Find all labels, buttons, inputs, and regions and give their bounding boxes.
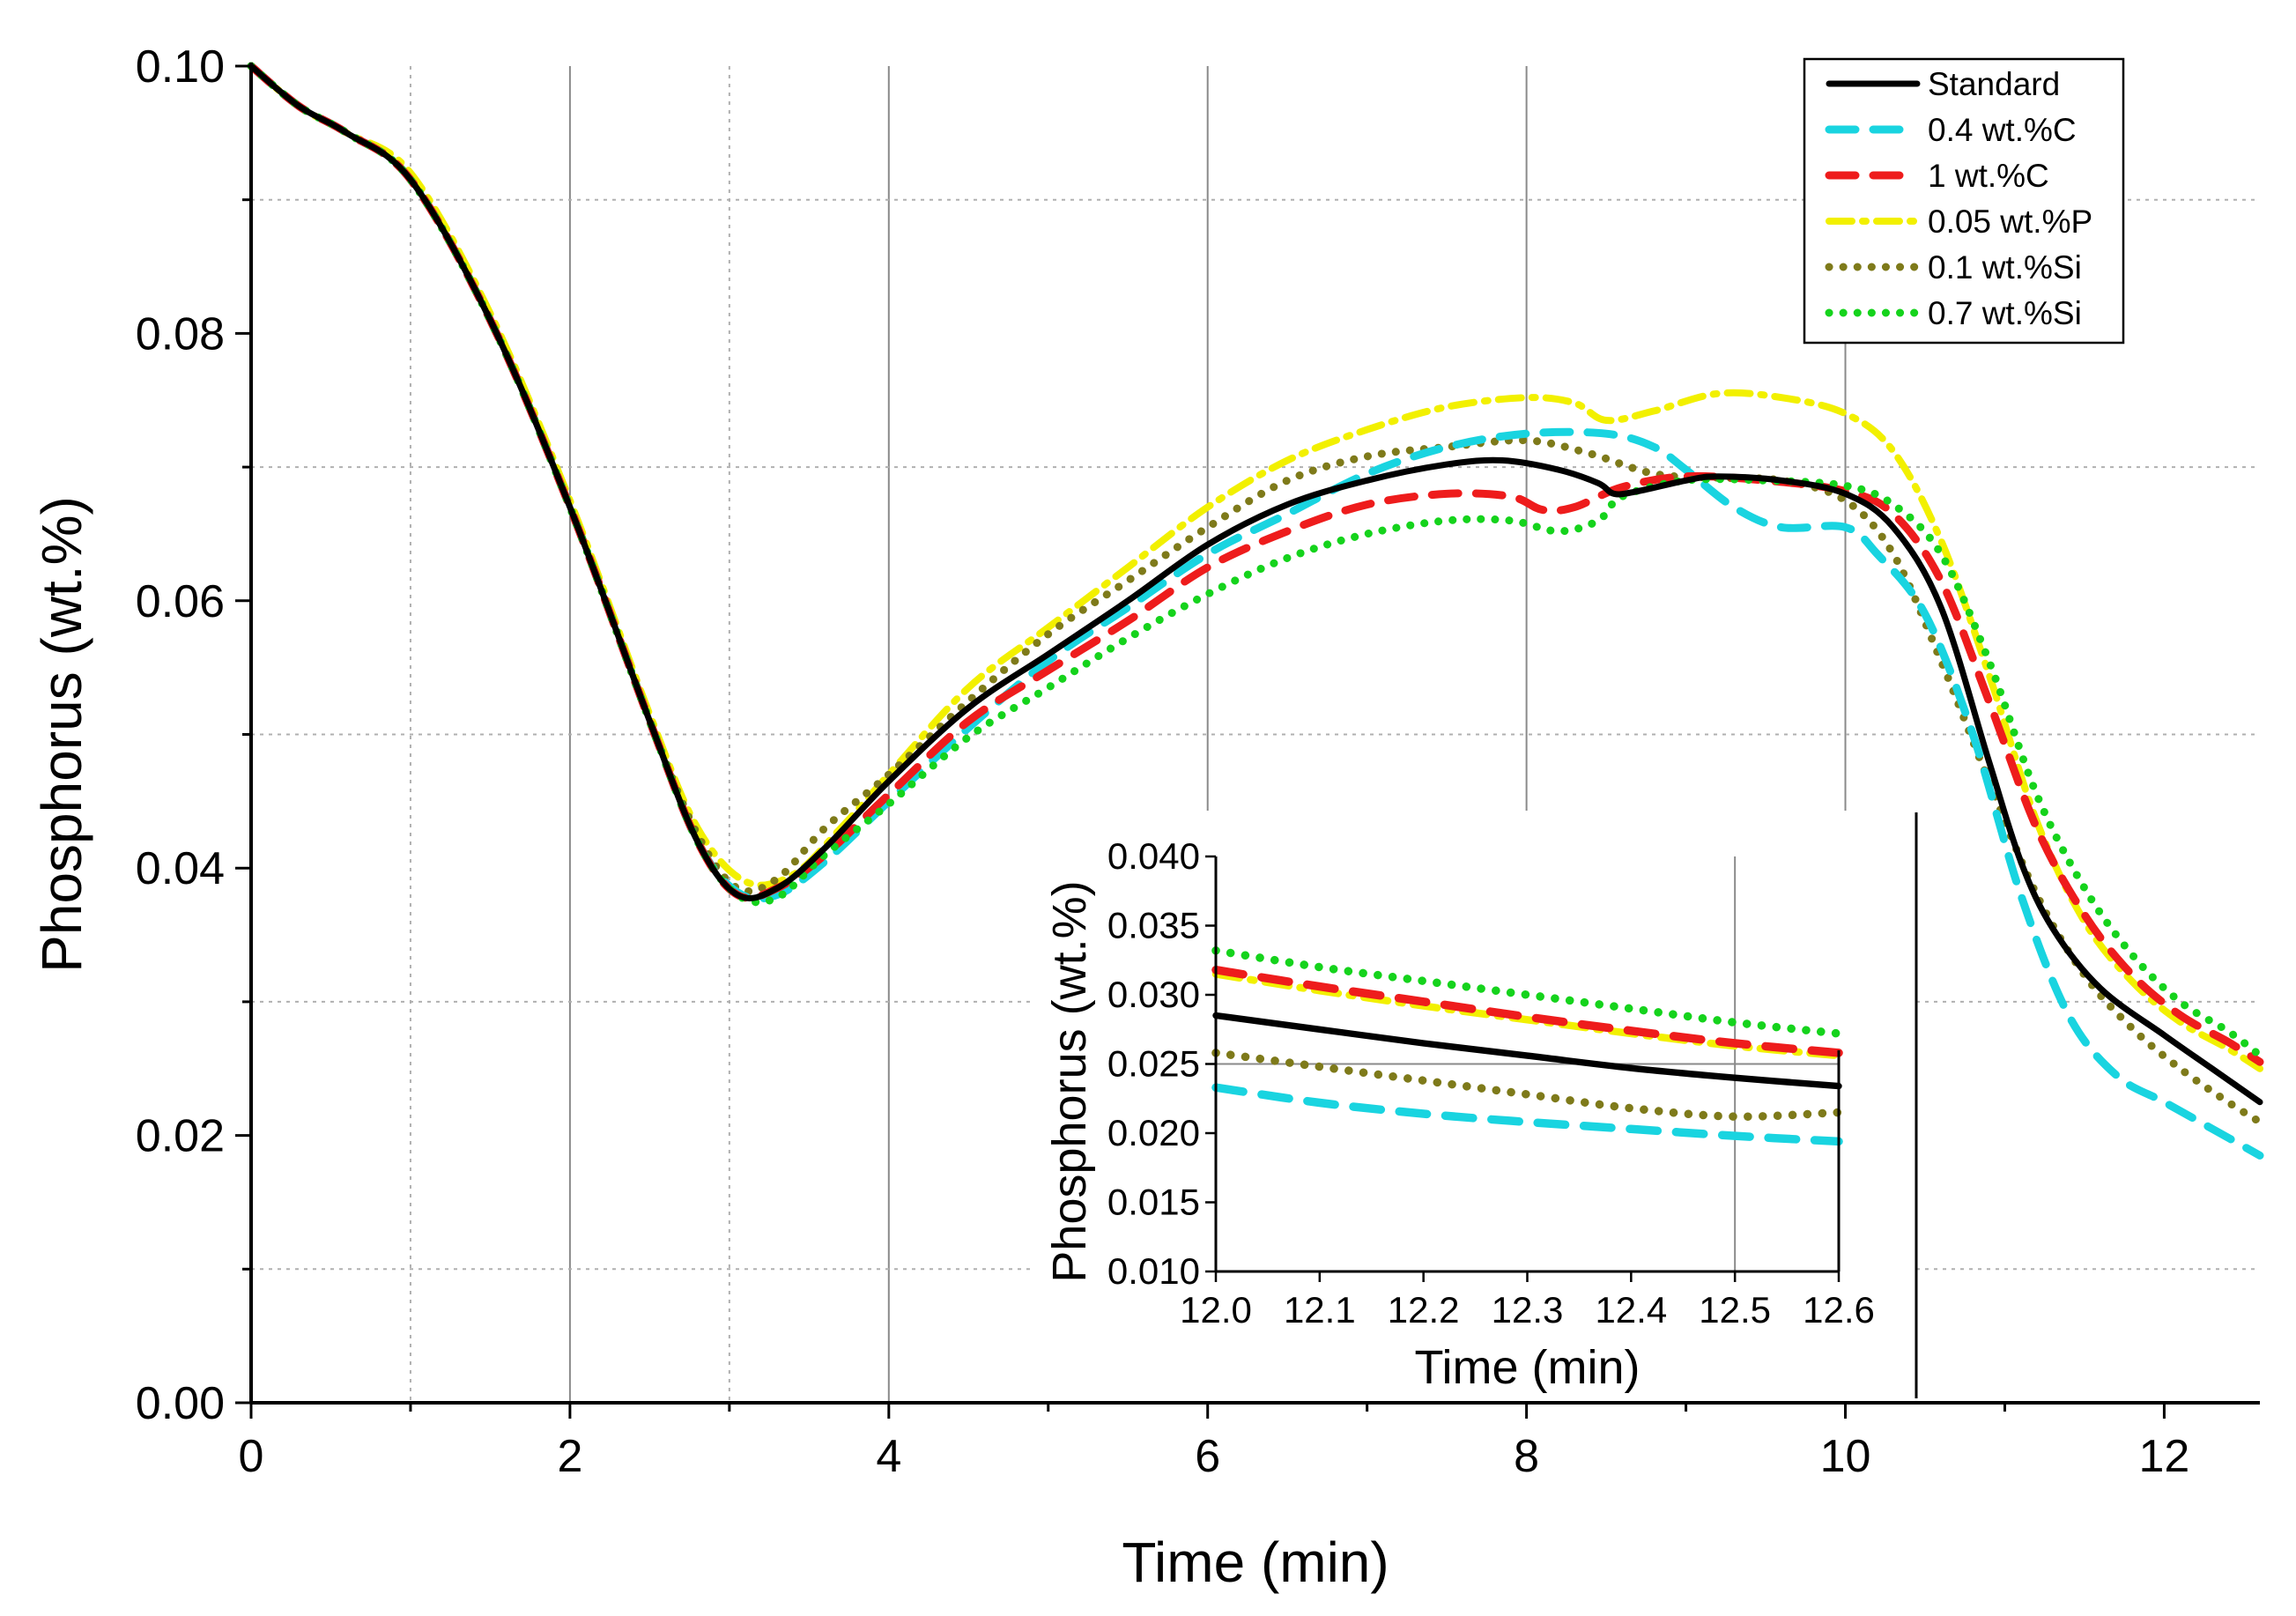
inset-y-axis-title: Phosphorus (wt.%) xyxy=(1043,880,1096,1282)
inset-series-line-0-4-wt-c xyxy=(1211,1083,1843,1146)
x-tick-label-0: 0 xyxy=(239,1431,264,1482)
y-tick-label-4: 0.08 xyxy=(136,308,225,360)
series-line-standard xyxy=(248,63,2263,1106)
x-axis-title: Time (min) xyxy=(1122,1531,1389,1594)
x-tick-label-1: 2 xyxy=(557,1431,582,1482)
legend-label-standard: Standard xyxy=(1928,66,2060,102)
y-tick-label-2: 0.04 xyxy=(136,843,225,894)
x-tick-label-5: 10 xyxy=(1820,1431,1871,1482)
inset-x-tick-label-0: 12.0 xyxy=(1180,1289,1252,1331)
inset-y-tick-label-4: 0.030 xyxy=(1107,974,1200,1015)
inset-y-tick-label-6: 0.040 xyxy=(1107,835,1200,877)
inset-y-tick-label-2: 0.020 xyxy=(1107,1112,1200,1153)
legend-label-1-wt-c: 1 wt.%C xyxy=(1928,158,2049,194)
inset-series-line-0-1-wt-si xyxy=(1211,1049,1843,1122)
x-tick-label-2: 4 xyxy=(876,1431,901,1482)
legend-box xyxy=(1803,57,2125,345)
inset-x-tick-label-6: 12.6 xyxy=(1803,1289,1875,1331)
y-tick-label-3: 0.06 xyxy=(136,576,225,627)
inset-series-line-1-wt-c xyxy=(1211,965,1843,1057)
legend-label-0-4-wt-c: 0.4 wt.%C xyxy=(1928,112,2077,148)
inset-series-line-standard xyxy=(1212,1012,1842,1090)
inset-y-tick-label-1: 0.015 xyxy=(1107,1182,1200,1223)
y-axis-title: Phosphorus (wt.%) xyxy=(30,496,93,973)
inset-background xyxy=(1031,812,1915,1398)
inset-x-axis-title: Time (min) xyxy=(1415,1341,1641,1394)
y-tick-label-1: 0.02 xyxy=(136,1111,225,1162)
inset-x-tick-label-3: 12.3 xyxy=(1492,1289,1564,1331)
inset-x-tick-label-1: 12.1 xyxy=(1284,1289,1356,1331)
x-tick-label-6: 12 xyxy=(2139,1431,2190,1482)
x-tick-label-4: 8 xyxy=(1514,1431,1539,1482)
inset-x-tick-label-5: 12.5 xyxy=(1699,1289,1771,1331)
inset-y-tick-label-3: 0.025 xyxy=(1107,1043,1200,1085)
y-tick-label-5: 0.10 xyxy=(136,41,225,93)
legend-label-0-1-wt-si: 0.1 wt.%Si xyxy=(1928,249,2082,285)
inset-y-tick-label-5: 0.035 xyxy=(1107,905,1200,946)
legend: Standard 0.4 wt.%C 1 wt.%C 0.05 wt.%P 0.1 wt… xyxy=(1803,57,2125,345)
main-series-group xyxy=(247,62,2264,1160)
inset-chart: 12.0 12.1 12.2 12.3 12.4 12.5 12.6 0.010 0.015 0.… xyxy=(1031,812,1918,1398)
main-axes: 0 2 4 6 8 10 12 0.00 0.02 0.04 0.06 0.08 0.10 Time (m… xyxy=(30,41,2260,1594)
inset-y-tick-label-0: 0.010 xyxy=(1107,1250,1200,1292)
y-tick-label-0: 0.00 xyxy=(136,1378,225,1429)
legend-label-0-05-wt-p: 0.05 wt.%P xyxy=(1928,204,2092,240)
x-tick-label-3: 6 xyxy=(1195,1431,1220,1482)
inset-x-tick-label-2: 12.2 xyxy=(1388,1289,1460,1331)
inset-x-tick-label-4: 12.4 xyxy=(1595,1289,1667,1331)
legend-label-0-7-wt-si: 0.7 wt.%Si xyxy=(1928,295,2082,331)
inset-series-line-0-7-wt-si xyxy=(1211,946,1843,1038)
